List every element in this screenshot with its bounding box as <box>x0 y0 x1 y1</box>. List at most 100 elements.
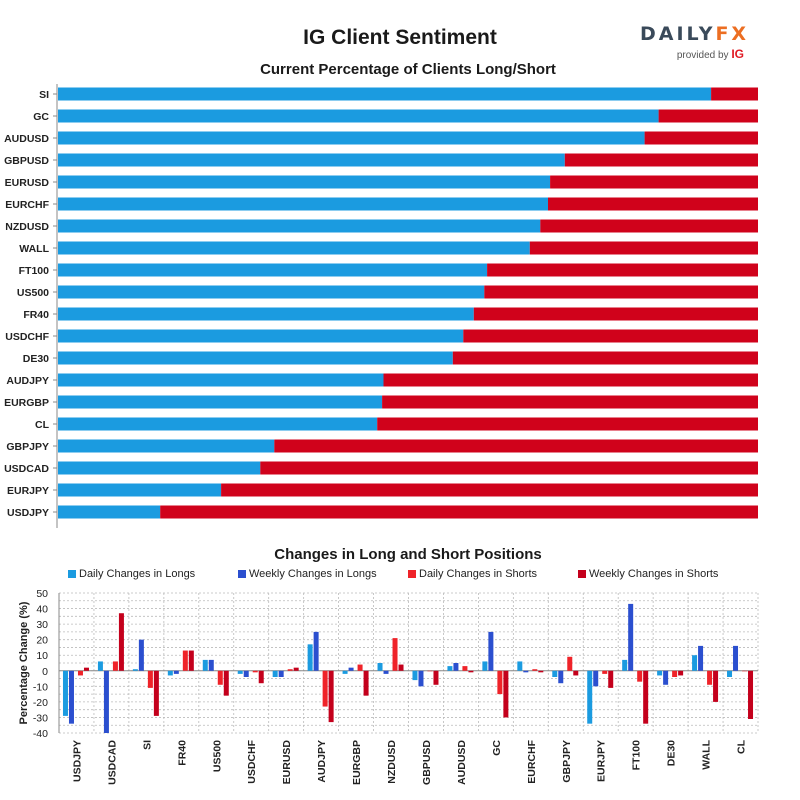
sentiment-label-eurusd: EURUSD <box>5 177 50 189</box>
long-bar-ft100 <box>58 263 488 277</box>
short-bar-audjpy <box>383 373 758 387</box>
weekly-short-bar-eurjpy <box>608 670 614 688</box>
y-tick-label: -40 <box>33 728 48 740</box>
daily-short-bar-gc <box>497 670 503 695</box>
weekly-long-bar-si <box>138 639 144 671</box>
legend-weekly-longs: Weekly Changes in Longs <box>238 568 377 580</box>
short-bar-eurusd <box>550 175 758 189</box>
daily-long-bar-eurjpy <box>587 670 593 724</box>
x-tick-label-us500: US500 <box>211 740 223 772</box>
weekly-long-bar-eurchf <box>523 670 529 673</box>
long-bar-cl <box>58 417 378 431</box>
long-bar-nzdusd <box>58 219 541 233</box>
daily-long-bar-eurchf <box>517 661 523 671</box>
daily-long-bar-cl <box>727 670 733 677</box>
daily-long-bar-gbpusd <box>412 670 418 681</box>
short-bar-gc <box>658 109 758 123</box>
daily-long-bar-us500 <box>202 659 208 671</box>
daily-short-bar-gbpusd <box>427 670 433 672</box>
weekly-short-bar-gbpusd <box>433 670 439 685</box>
x-tick-label-eurgbp: EURGBP <box>351 740 363 785</box>
x-tick-label-usdjpy: USDJPY <box>71 740 83 782</box>
long-bar-eurjpy <box>58 483 222 497</box>
x-tick-label-usdcad: USDCAD <box>106 740 118 785</box>
short-bar-cl <box>377 417 758 431</box>
long-bar-audusd <box>58 131 645 145</box>
logo-provided-by: provided by IG <box>676 47 744 61</box>
short-bar-fr40 <box>473 307 758 321</box>
y-axis-title: Percentage Change (%) <box>18 601 30 724</box>
daily-long-bar-nzdusd <box>377 663 383 671</box>
long-bar-usdjpy <box>58 505 161 519</box>
weekly-long-bar-us500 <box>208 659 214 671</box>
weekly-short-bar-usdcad <box>118 613 124 671</box>
x-tick-label-eurchf: EURCHF <box>526 739 538 783</box>
weekly-short-bar-usdjpy <box>83 667 89 671</box>
legend-weekly-shorts: Weekly Changes in Shorts <box>578 568 718 580</box>
daily-long-bar-eurusd <box>272 670 278 677</box>
y-tick-label: 0 <box>42 666 48 678</box>
long-bar-audjpy <box>58 373 384 387</box>
y-tick-label: -20 <box>33 697 48 709</box>
short-bar-gbpjpy <box>274 439 758 453</box>
daily-short-bar-gbpjpy <box>567 656 573 671</box>
daily-long-bar-fr40 <box>167 670 173 676</box>
sentiment-label-wall: WALL <box>19 243 49 255</box>
weekly-long-bar-de30 <box>663 670 669 685</box>
daily-short-bar-eurgbp <box>357 664 363 671</box>
sentiment-label-eurchf: EURCHF <box>5 199 49 211</box>
x-tick-label-gbpusd: GBPUSD <box>421 740 433 785</box>
weekly-short-bar-nzdusd <box>398 664 404 671</box>
daily-long-bar-si <box>132 669 138 671</box>
weekly-short-bar-gc <box>503 670 509 718</box>
weekly-long-bar-wall <box>698 645 704 671</box>
weekly-short-bar-eurchf <box>538 670 544 673</box>
weekly-long-bar-audjpy <box>313 631 319 671</box>
weekly-long-bar-usdjpy <box>68 670 74 724</box>
x-tick-label-eurjpy: EURJPY <box>596 740 608 782</box>
y-tick-label: 10 <box>36 650 48 662</box>
weekly-long-bar-cl <box>733 645 739 671</box>
short-bar-eurgbp <box>382 395 758 409</box>
weekly-long-bar-eurusd <box>278 670 284 677</box>
weekly-long-bar-ft100 <box>628 603 634 671</box>
daily-short-bar-wall <box>707 670 713 685</box>
sentiment-label-usdjpy: USDJPY <box>7 507 49 519</box>
short-bar-usdchf <box>463 329 758 343</box>
legend-swatch-weekly-shorts <box>578 570 586 578</box>
daily-short-bar-audjpy <box>322 670 328 707</box>
sentiment-label-si: SI <box>39 89 49 101</box>
logo-wordmark: DAILYFX <box>640 23 750 45</box>
weekly-long-bar-eurjpy <box>593 670 599 687</box>
legend-swatch-daily-longs <box>68 570 76 578</box>
daily-short-bar-fr40 <box>182 650 188 671</box>
sentiment-label-us500: US500 <box>17 287 49 299</box>
sentiment-label-nzdusd: NZDUSD <box>5 221 49 233</box>
daily-long-bar-usdcad <box>97 661 103 671</box>
sentiment-label-fr40: FR40 <box>23 309 49 321</box>
weekly-long-bar-eurgbp <box>348 667 354 671</box>
x-tick-label-nzdusd: NZDUSD <box>386 740 398 784</box>
daily-short-bar-us500 <box>217 670 223 685</box>
short-bar-wall <box>529 241 758 255</box>
x-tick-label-audusd: AUDUSD <box>456 740 468 785</box>
short-bar-eurjpy <box>221 483 759 497</box>
long-bar-fr40 <box>58 307 474 321</box>
short-bar-usdcad <box>260 461 758 475</box>
weekly-long-bar-fr40 <box>173 670 179 674</box>
weekly-long-bar-audusd <box>453 663 459 671</box>
y-tick-label: -30 <box>33 712 48 724</box>
daily-short-bar-eurchf <box>532 669 538 671</box>
long-bar-eurusd <box>58 175 551 189</box>
weekly-short-bar-fr40 <box>188 650 194 671</box>
daily-short-bar-cl <box>742 670 748 672</box>
long-bar-us500 <box>58 285 485 299</box>
daily-short-bar-nzdusd <box>392 638 398 671</box>
legend-daily-longs: Daily Changes in Longs <box>68 568 195 580</box>
daily-long-bar-usdjpy <box>62 670 68 716</box>
daily-long-bar-gbpjpy <box>552 670 558 677</box>
long-bar-usdchf <box>58 329 464 343</box>
weekly-short-bar-us500 <box>223 670 229 696</box>
sentiment-label-usdcad: USDCAD <box>4 463 49 475</box>
